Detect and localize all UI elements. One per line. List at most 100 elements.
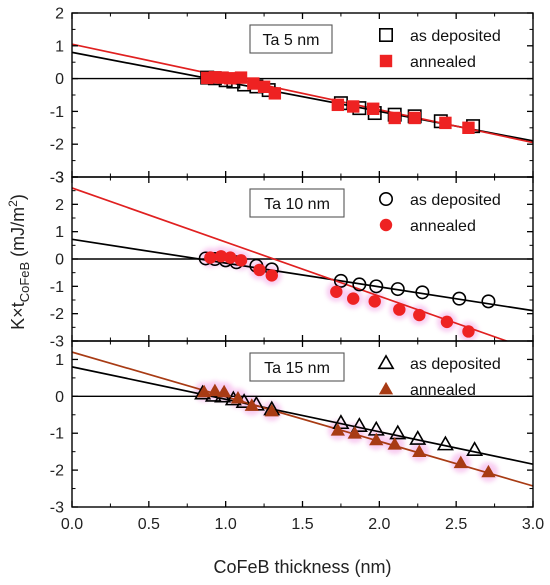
data-point-annealed bbox=[197, 384, 212, 398]
data-point-as-deposited bbox=[390, 282, 405, 297]
y-tick-label: 0 bbox=[55, 252, 64, 269]
data-point-annealed bbox=[440, 315, 454, 329]
y-axis-title-sup: 2 bbox=[6, 200, 20, 207]
data-point-annealed bbox=[217, 384, 232, 398]
y-tick-label: 1 bbox=[55, 38, 64, 55]
data-point-as-deposited bbox=[389, 424, 407, 440]
y-tick-label: -3 bbox=[50, 334, 64, 351]
legend-label-as-deposited: as deposited bbox=[410, 28, 501, 45]
data-point-annealed bbox=[388, 111, 401, 125]
data-point-annealed bbox=[439, 116, 452, 130]
data-point-annealed bbox=[224, 72, 237, 85]
panel-3: 1 0 -1 -2 -3 Ta 15 nm as deposited annealed bbox=[50, 340, 534, 517]
data-point-annealed bbox=[224, 251, 237, 264]
data-point-as-deposited bbox=[352, 277, 367, 292]
data-point-annealed bbox=[234, 254, 248, 267]
y-tick-label: 2 bbox=[55, 6, 64, 23]
y-tick-label: 3 bbox=[55, 170, 64, 187]
data-point-as-deposited bbox=[332, 414, 350, 430]
y-axis-title-unit: (mJ/m bbox=[8, 207, 28, 262]
fit-line-annealed bbox=[72, 187, 510, 341]
fit-line-annealed bbox=[72, 43, 533, 144]
panel-label-box bbox=[249, 352, 345, 382]
y-axis-title-main: K×t bbox=[8, 302, 28, 330]
data-point-annealed bbox=[393, 303, 406, 316]
data-point-annealed bbox=[214, 250, 228, 263]
data-point-as-deposited bbox=[452, 291, 467, 306]
y-tick-label: 1 bbox=[55, 352, 64, 369]
data-point-annealed bbox=[230, 391, 246, 404]
panel-label: Ta 15 nm bbox=[264, 360, 330, 377]
x-tick-label: 2.0 bbox=[368, 516, 390, 533]
y-axis-title-sub: CoFeB bbox=[17, 262, 32, 302]
data-point-annealed bbox=[253, 263, 266, 277]
panel-label-box bbox=[249, 188, 345, 218]
y-tick-label: -1 bbox=[50, 426, 64, 443]
data-point-annealed bbox=[368, 295, 381, 308]
panel-label: Ta 10 nm bbox=[264, 196, 330, 213]
data-point-annealed bbox=[347, 426, 362, 439]
data-point-annealed bbox=[264, 403, 279, 417]
panel-1: 2 1 0 -1 -2 -3 Ta 5 nm as deposited annealed bbox=[50, 6, 534, 187]
legend-label-as-deposited: as deposited bbox=[410, 192, 501, 209]
fit-line-as-deposited bbox=[72, 365, 533, 466]
x-tick-label: 3.0 bbox=[522, 516, 544, 533]
fit-line-annealed bbox=[72, 351, 533, 487]
data-point-annealed bbox=[369, 432, 384, 446]
x-tick-label: 1.5 bbox=[291, 516, 313, 533]
legend-label-annealed: annealed bbox=[410, 218, 476, 235]
data-point-annealed bbox=[462, 121, 475, 134]
data-point-annealed bbox=[408, 111, 421, 125]
data-point-as-deposited bbox=[350, 417, 368, 432]
legend-label-as-deposited: as deposited bbox=[410, 356, 501, 373]
x-tick-label: 0.0 bbox=[61, 516, 83, 533]
y-tick-label: -1 bbox=[50, 279, 64, 296]
data-point-annealed bbox=[462, 325, 475, 338]
data-point-annealed bbox=[366, 102, 380, 115]
legend-marker-annealed bbox=[378, 381, 394, 395]
data-point-annealed bbox=[331, 98, 345, 112]
y-axis-title: K×tCoFeB (mJ/m2) bbox=[6, 194, 32, 330]
legend-marker-annealed bbox=[379, 218, 393, 232]
y-tick-label: 1 bbox=[55, 224, 64, 241]
y-tick-label: -3 bbox=[50, 500, 64, 517]
y-tick-label: -3 bbox=[50, 170, 64, 187]
data-point-as-deposited bbox=[369, 279, 384, 294]
y-axis-title-close: ) bbox=[8, 194, 28, 200]
panel-label-box bbox=[249, 24, 333, 54]
data-point-annealed bbox=[453, 455, 468, 469]
x-tick-label: 1.0 bbox=[215, 516, 237, 533]
data-point-annealed bbox=[265, 269, 278, 282]
data-point-annealed bbox=[257, 80, 271, 93]
y-tick-label: 0 bbox=[55, 389, 64, 406]
data-point-annealed bbox=[347, 292, 360, 305]
data-point-as-deposited bbox=[481, 294, 496, 309]
y-tick-label: -2 bbox=[50, 137, 64, 154]
y-tick-label: -2 bbox=[50, 463, 64, 480]
legend-label-annealed: annealed bbox=[410, 382, 476, 399]
legend-marker-as-deposited bbox=[378, 192, 393, 207]
data-point-annealed bbox=[412, 444, 427, 458]
y-tick-label: -1 bbox=[50, 104, 64, 121]
y-tick-label: -2 bbox=[50, 306, 64, 323]
data-point-annealed bbox=[204, 251, 217, 264]
data-point-as-deposited bbox=[415, 285, 430, 300]
legend-marker-annealed bbox=[379, 54, 393, 68]
panel-2: 3 2 1 0 -1 -2 -3 Ta 10 nm as deposited annealed bbox=[50, 170, 534, 351]
fit-line-as-deposited bbox=[72, 238, 533, 312]
data-point-annealed bbox=[207, 383, 223, 397]
data-point-annealed bbox=[234, 71, 248, 84]
data-point-as-deposited bbox=[436, 435, 454, 451]
data-point-annealed bbox=[347, 100, 360, 113]
data-point-annealed bbox=[387, 437, 402, 450]
data-point-as-deposited bbox=[466, 441, 484, 456]
data-point-as-deposited bbox=[333, 273, 348, 288]
y-tick-label: 0 bbox=[55, 71, 64, 88]
x-tick-label: 0.5 bbox=[138, 516, 160, 533]
data-point-annealed bbox=[330, 423, 345, 436]
legend-marker-as-deposited bbox=[378, 27, 393, 42]
data-point-annealed bbox=[413, 308, 426, 322]
data-point-annealed bbox=[330, 285, 343, 298]
